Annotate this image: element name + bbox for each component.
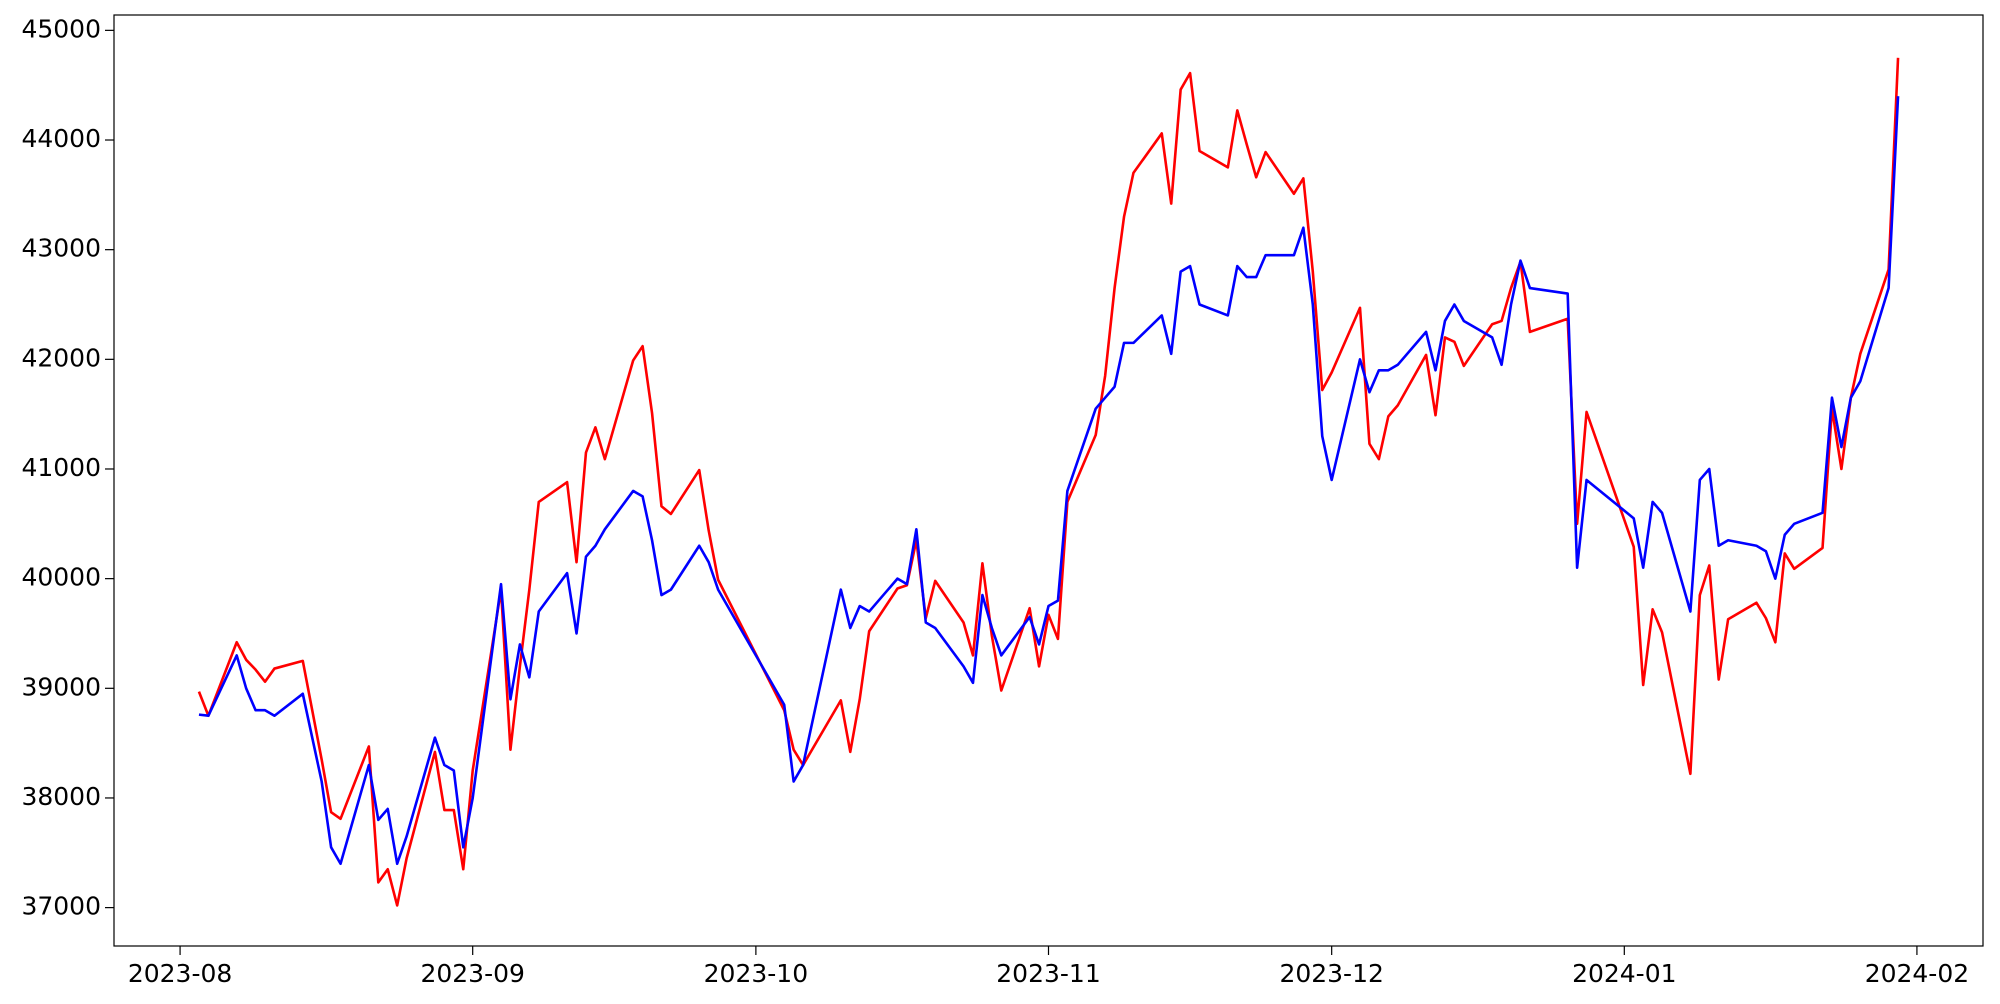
- plot-frame: [113, 14, 1984, 947]
- x-tick-label: 2024-01: [1572, 959, 1676, 988]
- y-tick-label: 45000: [21, 14, 101, 43]
- x-tick-label: 2023-12: [1279, 959, 1383, 988]
- y-tick-label: 38000: [21, 782, 101, 811]
- x-tick-label: 2023-09: [420, 959, 524, 988]
- y-tick-label: 41000: [21, 453, 101, 482]
- x-tick-label: 2023-08: [128, 959, 232, 988]
- y-tick-label: 44000: [21, 124, 101, 153]
- series-line: [198, 96, 1900, 866]
- series-line: [197, 57, 1900, 907]
- y-tick-label: 42000: [21, 343, 101, 372]
- x-tick-label: 2023-10: [704, 959, 808, 988]
- y-tick-label: 40000: [21, 563, 101, 592]
- x-tick-label: 2023-11: [996, 959, 1100, 988]
- y-tick-label: 37000: [21, 892, 101, 921]
- x-tick-label: 2024-02: [1865, 959, 1969, 988]
- y-tick-label: 43000: [21, 234, 101, 263]
- y-tick-label: 39000: [21, 672, 101, 701]
